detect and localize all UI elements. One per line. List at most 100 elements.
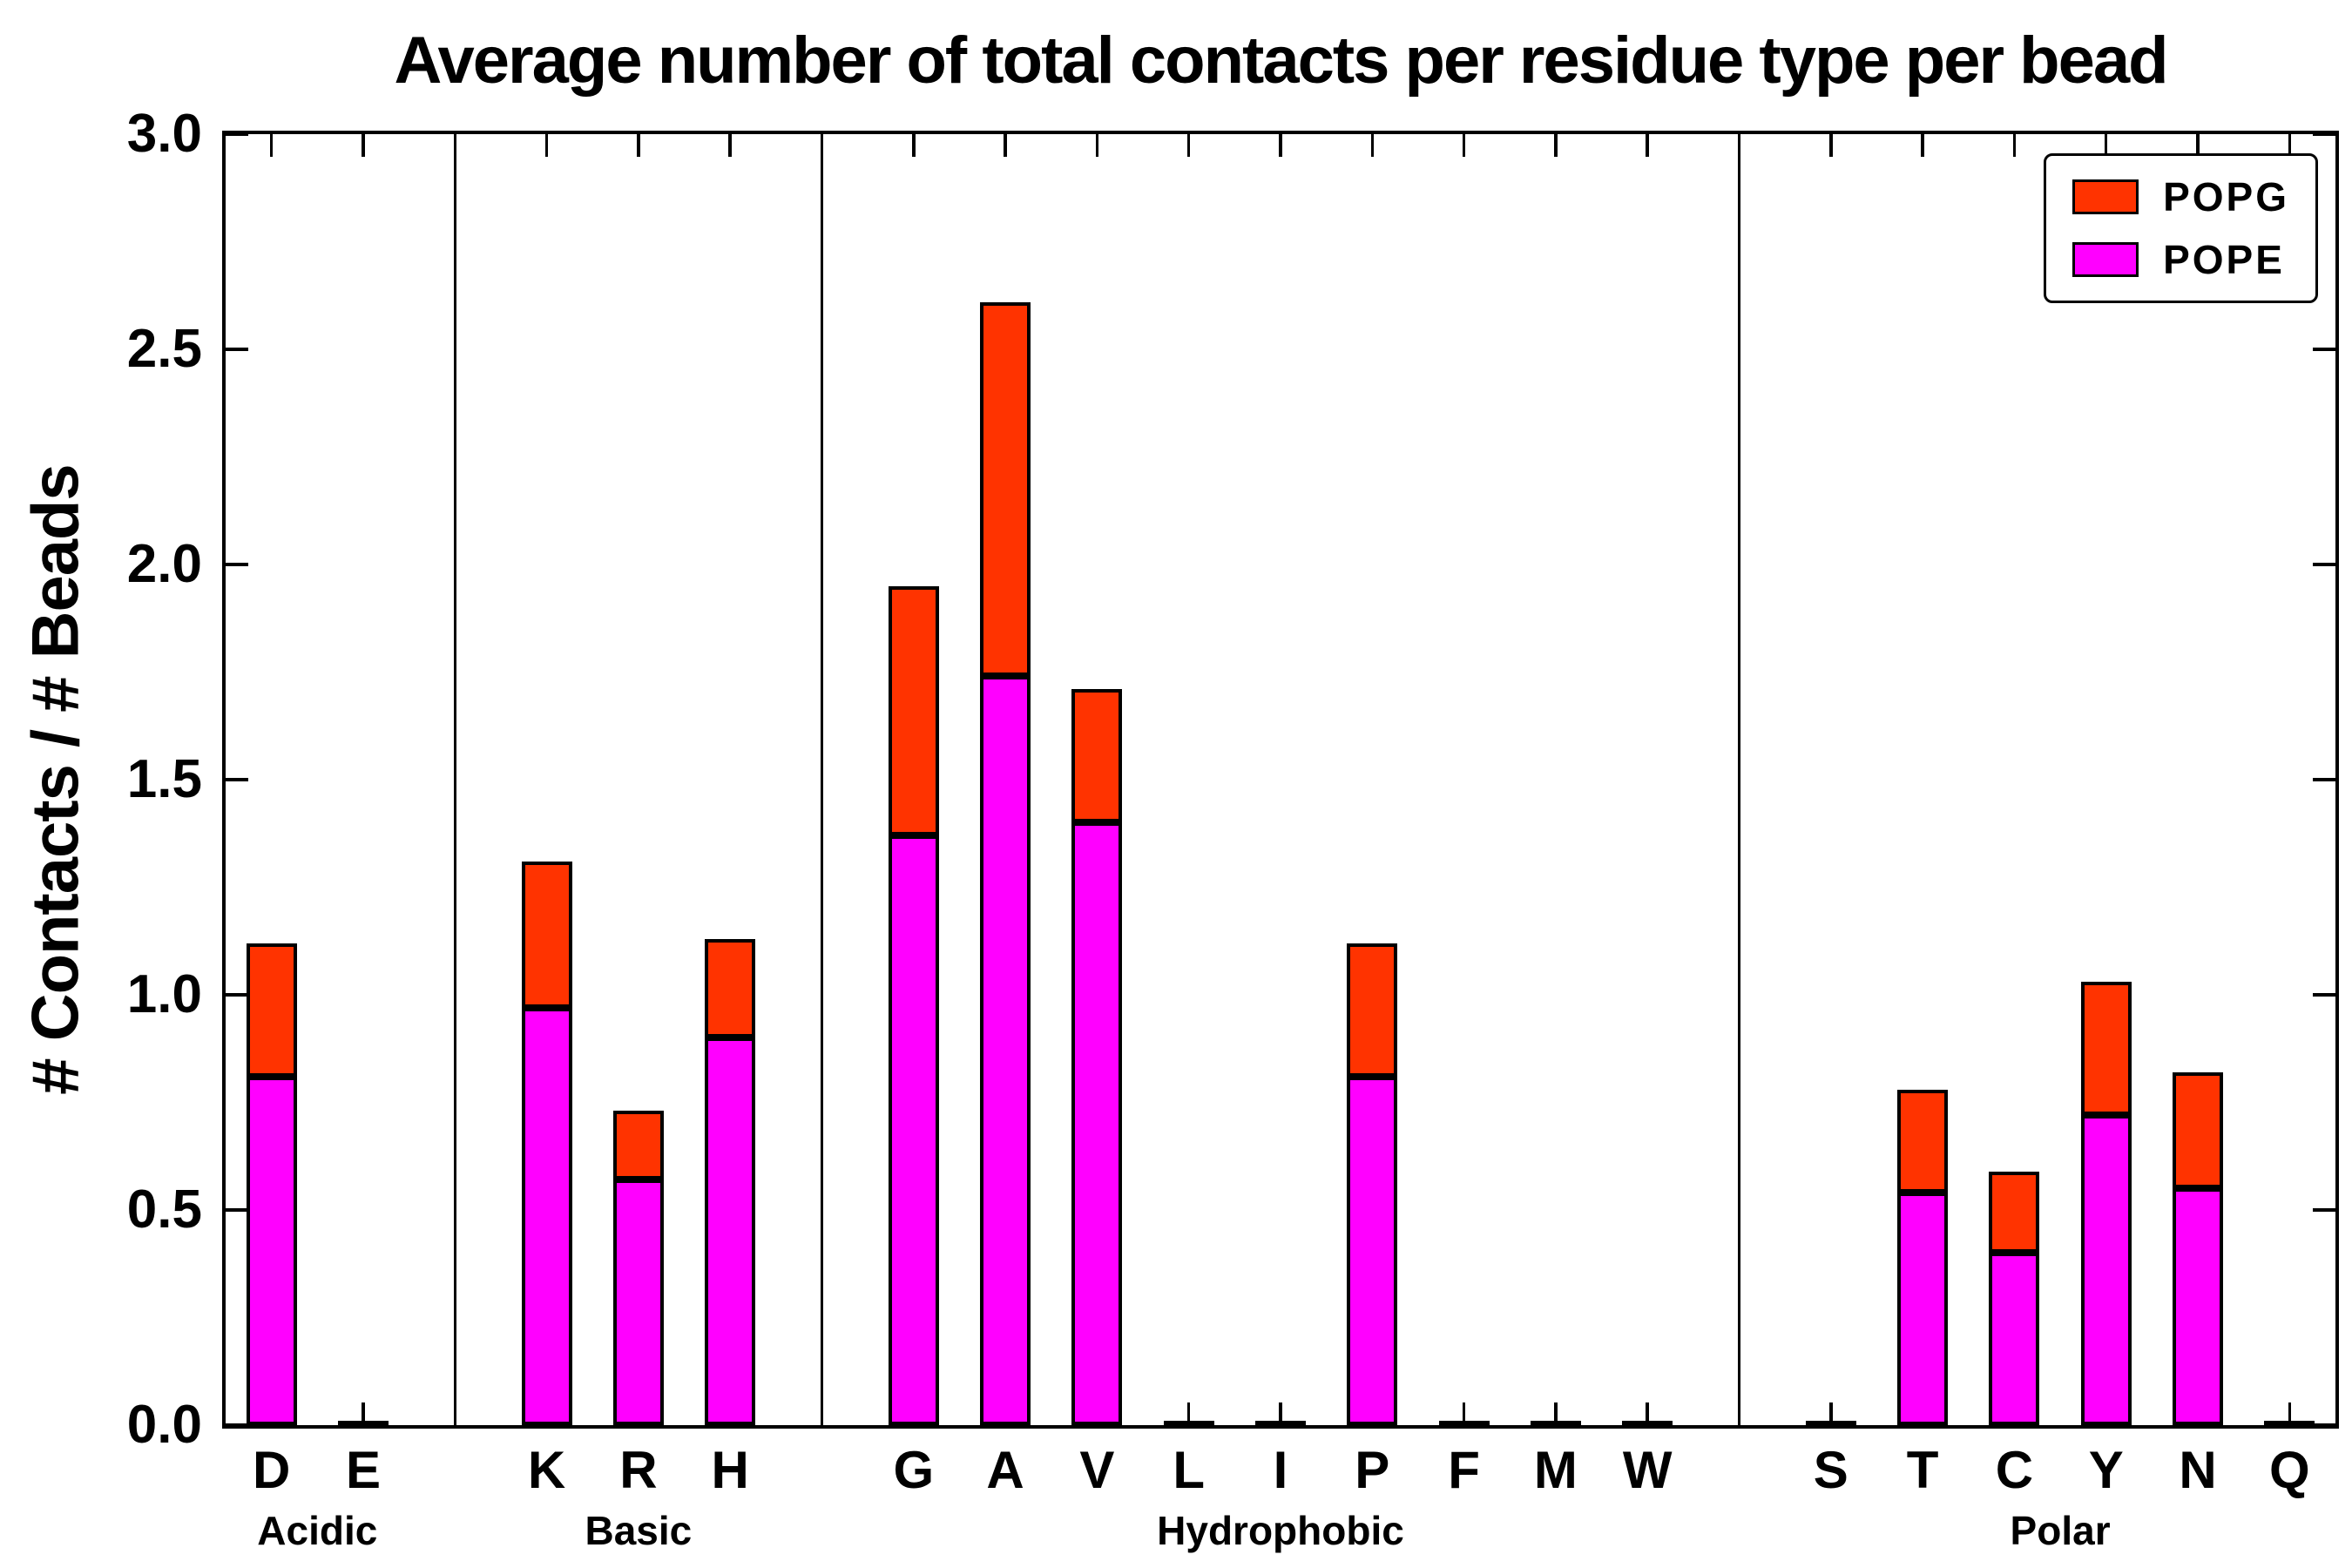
x-tick-mark: [1370, 134, 1375, 157]
x-tick-mark: [637, 134, 640, 157]
x-tick-mark: [1462, 1402, 1466, 1425]
axis-group-label: Polar: [2010, 1508, 2111, 1553]
bar-segment-popg: [2173, 1071, 2223, 1189]
y-tick-mark: [226, 778, 248, 781]
zero-height-bar: [1255, 1421, 1306, 1425]
y-tick-label: 2.5: [126, 319, 202, 379]
y-tick-mark: [226, 1208, 248, 1212]
zero-height-bar: [1438, 1421, 1490, 1425]
y-tick-mark: [2313, 778, 2335, 781]
axis-group-label: Basic: [585, 1508, 693, 1553]
x-tick-label: V: [1079, 1441, 1115, 1499]
x-tick-mark: [728, 134, 732, 157]
bar-segment-popg: [705, 938, 756, 1038]
x-tick-mark: [362, 1402, 365, 1425]
x-tick-mark: [269, 134, 274, 157]
group-separator: [453, 134, 456, 1425]
x-tick-label: E: [345, 1441, 381, 1499]
legend-item-pope: POPE: [2072, 236, 2289, 283]
bar-segment-pope: [888, 835, 939, 1425]
legend-label-pope: POPE: [2163, 237, 2285, 282]
legend-item-popg: POPG: [2072, 173, 2289, 220]
plot-area: POPG POPE: [222, 131, 2339, 1429]
zero-height-bar: [1163, 1421, 1214, 1425]
bar-segment-popg: [1071, 689, 1123, 823]
bar-segment-popg: [980, 301, 1031, 677]
bar-segment-popg: [888, 585, 939, 836]
bar-segment-popg: [2080, 982, 2132, 1116]
x-tick-mark: [1646, 1402, 1649, 1425]
bar-segment-pope: [612, 1179, 664, 1425]
x-tick-mark: [912, 134, 916, 157]
x-tick-label: S: [1813, 1441, 1848, 1499]
axis-group-label: Hydrophobic: [1157, 1508, 1404, 1553]
legend-swatch-pope: [2072, 242, 2139, 277]
x-tick-label: Q: [2269, 1441, 2310, 1499]
y-tick-mark: [226, 993, 248, 997]
x-tick-mark: [1554, 1402, 1558, 1425]
bar-segment-pope: [1071, 822, 1123, 1425]
group-separator: [820, 134, 823, 1425]
y-tick-mark: [2313, 1423, 2335, 1427]
axis-group-label: Acidic: [257, 1508, 378, 1553]
legend: POPG POPE: [2044, 153, 2318, 303]
zero-height-bar: [337, 1421, 389, 1425]
x-tick-mark: [1829, 1402, 1833, 1425]
bar-segment-pope: [1347, 1076, 1398, 1425]
y-tick-mark: [226, 563, 248, 566]
x-tick-mark: [2012, 134, 2017, 157]
y-tick-mark: [2313, 1208, 2335, 1212]
x-tick-mark: [1186, 1402, 1191, 1425]
x-tick-mark: [544, 134, 549, 157]
bar-segment-popg: [612, 1111, 664, 1180]
y-tick-mark: [2313, 563, 2335, 566]
x-tick-label: G: [893, 1441, 935, 1499]
x-tick-mark: [1095, 134, 1099, 157]
chart-title: Average number of total contacts per res…: [394, 24, 2168, 98]
x-tick-label: H: [711, 1441, 749, 1499]
bar-segment-popg: [521, 861, 572, 1008]
bar-segment-popg: [246, 943, 297, 1077]
x-tick-label: K: [527, 1441, 566, 1499]
x-tick-mark: [1186, 134, 1191, 157]
y-tick-mark: [2313, 993, 2335, 997]
y-tick-label: 0.0: [126, 1395, 202, 1455]
bar-segment-pope: [246, 1076, 297, 1425]
x-tick-label: F: [1448, 1441, 1480, 1499]
bar-segment-pope: [2173, 1188, 2223, 1425]
x-tick-mark: [1462, 134, 1466, 157]
bar-segment-popg: [1347, 943, 1398, 1077]
x-tick-mark: [1921, 134, 1924, 157]
bar-segment-pope: [1989, 1253, 2040, 1425]
bar-segment-pope: [980, 676, 1031, 1425]
x-tick-mark: [1646, 134, 1649, 157]
x-tick-label: Y: [2088, 1441, 2124, 1499]
x-tick-label: C: [1995, 1441, 2034, 1499]
x-tick-mark: [1004, 134, 1007, 157]
y-tick-label: 2.0: [126, 534, 202, 594]
x-tick-label: I: [1273, 1441, 1288, 1499]
zero-height-bar: [1530, 1421, 1581, 1425]
bar-segment-popg: [1897, 1089, 1949, 1193]
x-tick-label: R: [619, 1441, 658, 1499]
y-tick-label: 3.0: [126, 104, 202, 164]
y-tick-mark: [2313, 348, 2335, 351]
y-tick-label: 0.5: [126, 1179, 202, 1240]
x-tick-mark: [362, 134, 365, 157]
y-tick-mark: [2313, 132, 2335, 136]
y-tick-mark: [226, 132, 248, 136]
bar-segment-pope: [1897, 1193, 1949, 1425]
x-tick-label: P: [1355, 1441, 1390, 1499]
x-tick-label: D: [252, 1441, 291, 1499]
bar-segment-pope: [521, 1007, 572, 1425]
x-tick-label: L: [1173, 1441, 1206, 1499]
bar-segment-pope: [2080, 1115, 2132, 1425]
x-tick-mark: [1279, 1402, 1282, 1425]
x-tick-mark: [1279, 134, 1282, 157]
x-tick-mark: [2288, 134, 2292, 157]
y-tick-label: 1.5: [126, 749, 202, 809]
x-tick-label: A: [986, 1441, 1024, 1499]
x-tick-label: M: [1533, 1441, 1578, 1499]
x-tick-label: W: [1622, 1441, 1673, 1499]
